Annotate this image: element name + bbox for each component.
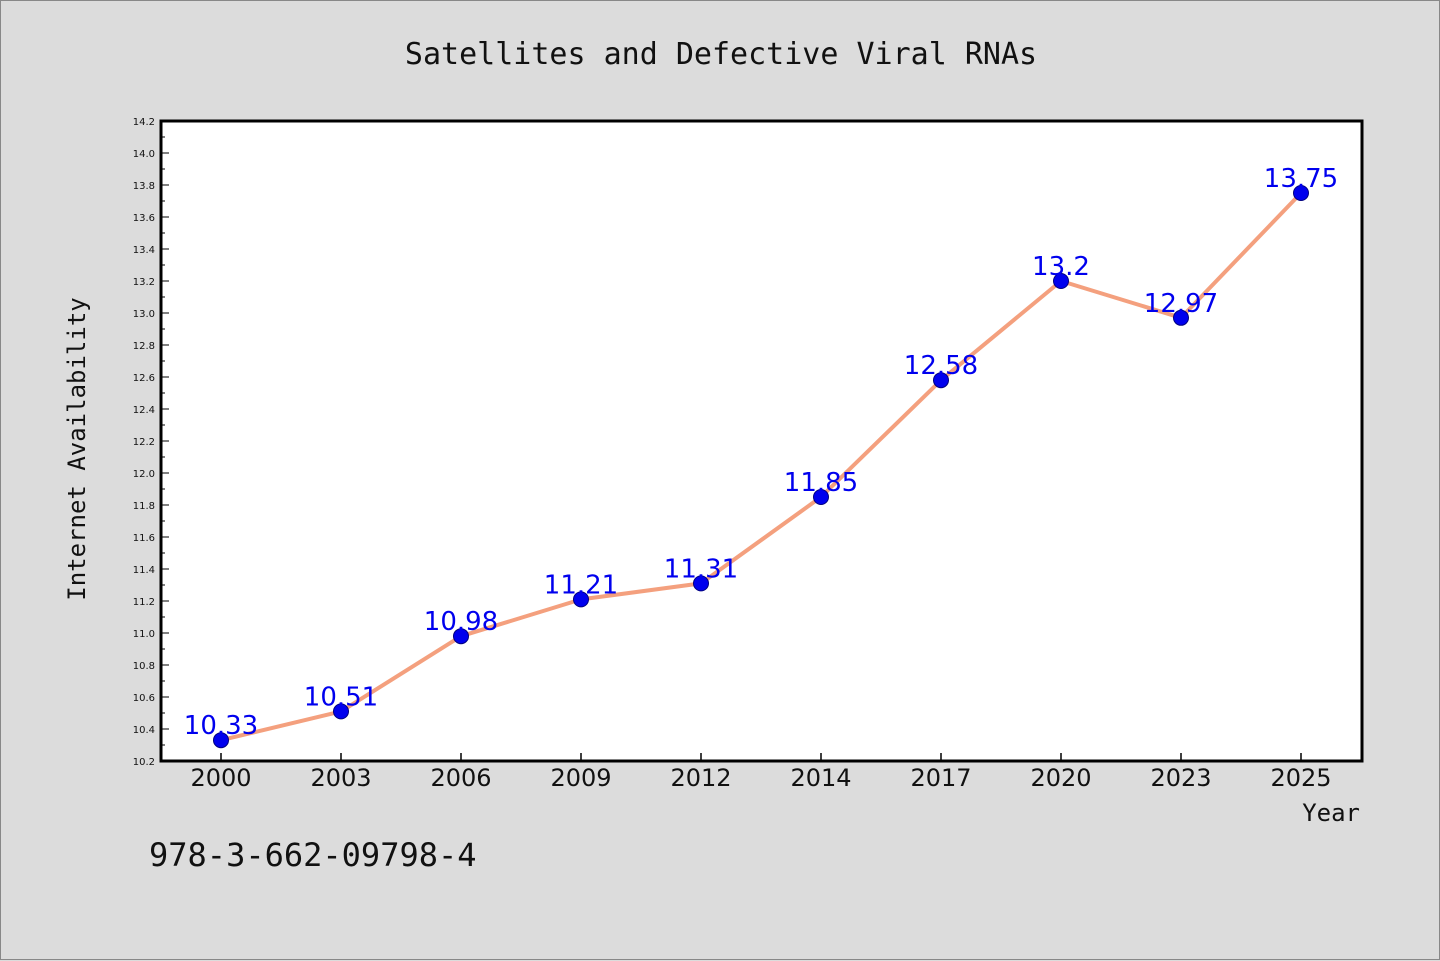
y-axis: 10.2 10.4 10.6 10.8 11.0 11.2 11.4 11.6 11.8 12.0… bbox=[133, 117, 169, 768]
data-point bbox=[1053, 273, 1069, 289]
x-axis: 2000 2003 2006 2009 2012 2014 2017 2020 2023 2025 bbox=[190, 753, 1332, 792]
data-point bbox=[333, 703, 349, 720]
data-label: 11.85 bbox=[784, 468, 858, 498]
y-tick-label: 13.6 bbox=[133, 213, 155, 224]
x-tick-label: 2006 bbox=[430, 764, 491, 792]
data-label: 13.75 bbox=[1264, 164, 1338, 194]
data-point bbox=[693, 575, 709, 592]
y-tick-label: 10.8 bbox=[133, 661, 155, 672]
y-tick-label: 10.2 bbox=[133, 757, 155, 768]
y-tick-label: 10.6 bbox=[133, 693, 155, 704]
y-tick-label: 12.2 bbox=[133, 437, 155, 448]
y-tick-label: 12.4 bbox=[133, 405, 155, 416]
data-label: 12.97 bbox=[1144, 289, 1218, 319]
data-label: 13.2 bbox=[1032, 252, 1090, 282]
y-tick-label: 11.8 bbox=[133, 501, 155, 512]
y-tick-label: 14.2 bbox=[133, 117, 155, 128]
x-tick-label: 2017 bbox=[910, 764, 971, 792]
y-tick-label: 11.4 bbox=[133, 565, 155, 576]
y-tick-label: 10.4 bbox=[133, 725, 155, 736]
y-tick-label: 12.6 bbox=[133, 373, 155, 384]
data-point bbox=[1293, 185, 1309, 201]
y-tick-label: 12.0 bbox=[133, 469, 155, 480]
data-label: 10.98 bbox=[424, 607, 498, 637]
series-line bbox=[220, 191, 1303, 743]
y-tick-label: 11.2 bbox=[133, 597, 155, 608]
x-tick-label: 2009 bbox=[550, 764, 611, 792]
y-tick-label: 13.0 bbox=[133, 309, 155, 320]
x-tick-label: 2000 bbox=[190, 764, 251, 792]
series-group: 10.33 10.51 10.98 11.21 11.31 11.85 12.58 13.2 1… bbox=[184, 164, 1338, 749]
y-axis-label: Internet Availability bbox=[63, 297, 91, 600]
data-label: 11.21 bbox=[544, 570, 618, 600]
footer-isbn: 978-3-662-09798-4 bbox=[149, 836, 477, 874]
data-point bbox=[453, 628, 469, 645]
x-axis-label: Year bbox=[1302, 799, 1360, 827]
x-tick-label: 2020 bbox=[1030, 764, 1091, 792]
data-point bbox=[1173, 309, 1189, 326]
data-label: 10.51 bbox=[304, 682, 378, 712]
chart-title: Satellites and Defective Viral RNAs bbox=[405, 37, 1037, 72]
x-tick-label: 2023 bbox=[1150, 764, 1211, 792]
x-tick-label: 2012 bbox=[670, 764, 731, 792]
y-tick-label: 13.8 bbox=[133, 181, 155, 192]
data-label: 10.33 bbox=[184, 711, 258, 741]
y-tick-label: 11.6 bbox=[133, 533, 155, 544]
x-tick-label: 2003 bbox=[310, 764, 371, 792]
y-tick-label: 14.0 bbox=[133, 149, 155, 160]
plot-area bbox=[159, 119, 1364, 763]
data-point bbox=[813, 489, 829, 505]
y-tick-label: 13.2 bbox=[133, 277, 155, 288]
x-tick-label: 2014 bbox=[790, 764, 851, 792]
data-point bbox=[573, 591, 589, 608]
y-tick-label: 12.8 bbox=[133, 341, 155, 352]
data-point bbox=[213, 732, 229, 749]
data-label: 11.31 bbox=[664, 554, 738, 584]
data-label: 12.58 bbox=[904, 351, 978, 381]
data-point bbox=[933, 372, 949, 389]
y-tick-label: 13.4 bbox=[133, 245, 155, 256]
x-tick-label: 2025 bbox=[1270, 764, 1331, 792]
y-tick-label: 11.0 bbox=[133, 629, 155, 640]
